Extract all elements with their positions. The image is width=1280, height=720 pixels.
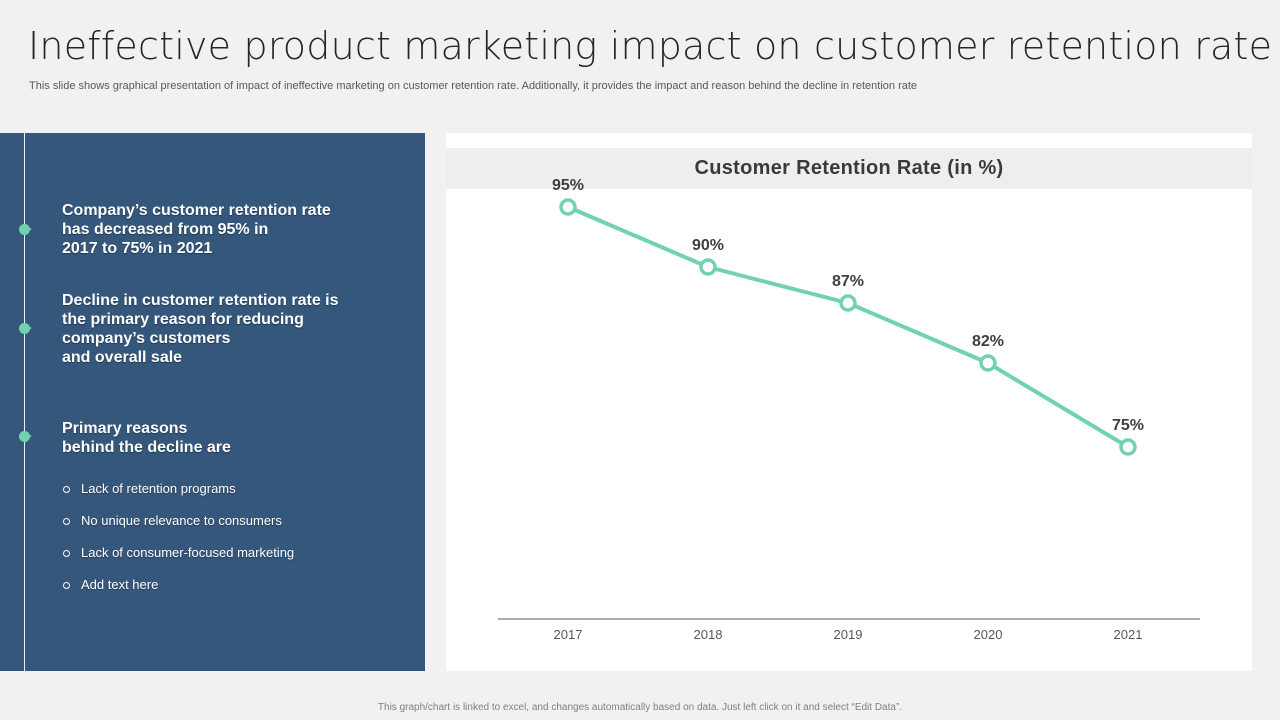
list-item: No unique relevance to consumers xyxy=(62,513,294,545)
point-primary-reasons: Primary reasons behind the decline are xyxy=(62,420,231,456)
data-point xyxy=(839,294,857,312)
list-item: Lack of retention programs xyxy=(62,481,294,513)
data-point xyxy=(979,354,997,372)
data-point xyxy=(699,258,717,276)
slide-title: Ineffective product marketing impact on … xyxy=(28,24,1273,68)
timeline-dot-icon xyxy=(19,431,32,442)
slide-subtitle: This slide shows graphical presentation … xyxy=(29,80,918,92)
reason-text: Lack of consumer-focused marketing xyxy=(81,545,295,560)
circle-bullet-icon xyxy=(63,486,70,493)
timeline-line xyxy=(24,133,25,671)
circle-bullet-icon xyxy=(63,518,70,525)
x-tick-label: 2020 xyxy=(974,627,1003,642)
point-retention-drop: Company’s customer retention rate has de… xyxy=(62,202,331,257)
circle-bullet-icon xyxy=(63,582,70,589)
x-tick-label: 2017 xyxy=(554,627,583,642)
footer-note: This graph/chart is linked to excel, and… xyxy=(377,702,903,713)
chart-header: Customer Retention Rate (in %) xyxy=(446,148,1252,189)
data-label: 95% xyxy=(552,177,584,194)
data-point xyxy=(1119,438,1137,456)
reasons-list: Lack of retention programs No unique rel… xyxy=(62,481,294,609)
reason-text: Lack of retention programs xyxy=(81,481,236,496)
timeline-dot-icon xyxy=(19,224,32,235)
series-line xyxy=(567,205,1130,449)
x-tick-label: 2018 xyxy=(694,627,723,642)
point-decline-impact: Decline in customer retention rate is th… xyxy=(62,292,339,366)
data-point xyxy=(559,198,577,216)
timeline-dot-icon xyxy=(19,323,32,334)
data-label: 75% xyxy=(1112,417,1144,434)
data-label: 87% xyxy=(832,273,864,290)
list-item: Add text here xyxy=(62,577,294,609)
left-panel: Company’s customer retention rate has de… xyxy=(0,133,425,671)
circle-bullet-icon xyxy=(63,550,70,557)
data-label: 90% xyxy=(692,237,724,254)
line-chart[interactable]: 95% 2017 90% 2018 87% 2019 82% 2020 75% 2021 xyxy=(446,133,1252,671)
reason-text: Add text here xyxy=(81,577,159,592)
x-tick-label: 2019 xyxy=(834,627,863,642)
reason-text: No unique relevance to consumers xyxy=(81,513,282,528)
data-label: 82% xyxy=(972,333,1004,350)
x-tick-label: 2021 xyxy=(1114,627,1143,642)
list-item: Lack of consumer-focused marketing xyxy=(62,545,294,577)
chart-title: Customer Retention Rate (in %) xyxy=(694,157,1004,179)
chart-card[interactable]: Customer Retention Rate (in %) 95% 2017 90… xyxy=(446,133,1252,671)
